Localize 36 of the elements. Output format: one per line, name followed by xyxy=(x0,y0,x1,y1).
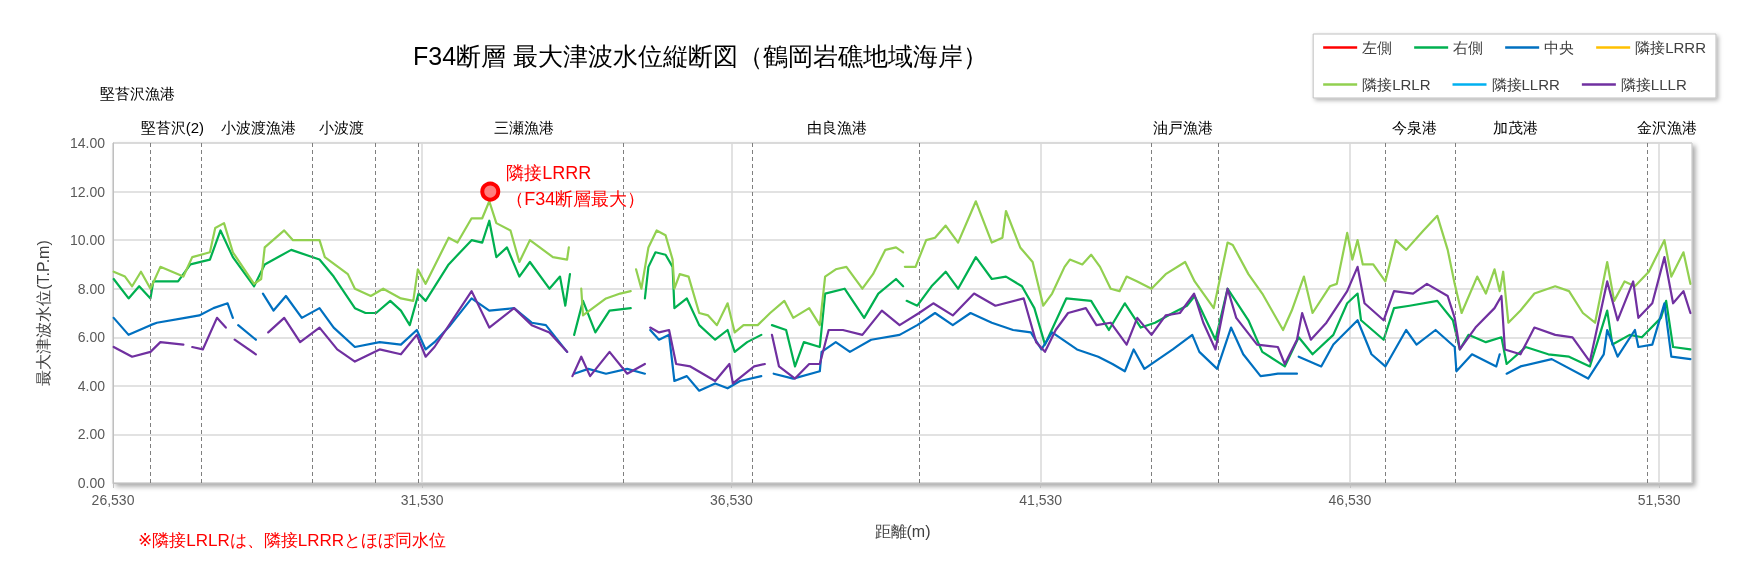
legend-label: 隣接LLRR xyxy=(1491,76,1561,93)
legend-label: 中央 xyxy=(1544,39,1575,56)
x-tick-label: 46,530 xyxy=(1328,492,1372,508)
text: 小波渡 xyxy=(318,119,364,136)
y-tick-label: 14.00 xyxy=(69,135,106,151)
y-tick-label: 6.00 xyxy=(77,329,106,346)
text: 小波渡漁港 xyxy=(220,119,296,136)
text: 今泉港 xyxy=(1391,119,1437,136)
legend-label: 左側 xyxy=(1362,39,1393,56)
annotation: 隣接LRRR （F34断層最大） xyxy=(506,162,646,209)
x-tick-label: 51,530 xyxy=(1637,492,1681,508)
chart-title: F34断層 最大津波水位縦断図（鶴岡岩礁地域海岸） xyxy=(413,41,989,70)
y-tick-label: 0.00 xyxy=(77,475,106,491)
text: 堅苔沢漁港 xyxy=(99,85,175,102)
x-tick-label: 26,530 xyxy=(91,492,135,508)
text: ※隣接LRLRは、隣接LRRRとほぼ同水位 xyxy=(138,531,446,550)
legend-label: 隣接LRLR xyxy=(1362,76,1431,93)
x-tick-label: 36,530 xyxy=(710,492,754,508)
x-tick-label: 41,530 xyxy=(1019,492,1063,508)
x-tick-label: 31,530 xyxy=(400,492,444,508)
text: 堅苔沢(2) xyxy=(140,119,205,136)
text: 加茂港 xyxy=(1492,119,1538,136)
legend-label: 右側 xyxy=(1453,39,1484,56)
text: 油戸漁港 xyxy=(1153,119,1214,136)
text: 由良漁港 xyxy=(807,119,868,136)
y-tick-label: 8.00 xyxy=(77,280,106,297)
legend-label: 隣接LRRR xyxy=(1635,39,1707,56)
text: 金沢漁港 xyxy=(1636,119,1697,136)
y-axis-title: 最大津波水位(T.P.m) xyxy=(34,240,52,386)
legend-label: 隣接LLLR xyxy=(1620,76,1687,93)
y-tick-label: 4.00 xyxy=(77,377,106,394)
y-tick-label: 2.00 xyxy=(77,426,106,443)
y-tick-label: 10.00 xyxy=(69,232,106,249)
x-axis-title: 距離(m) xyxy=(874,522,931,540)
y-tick-label: 12.00 xyxy=(69,183,106,200)
text: 三瀬漁港 xyxy=(494,119,555,136)
